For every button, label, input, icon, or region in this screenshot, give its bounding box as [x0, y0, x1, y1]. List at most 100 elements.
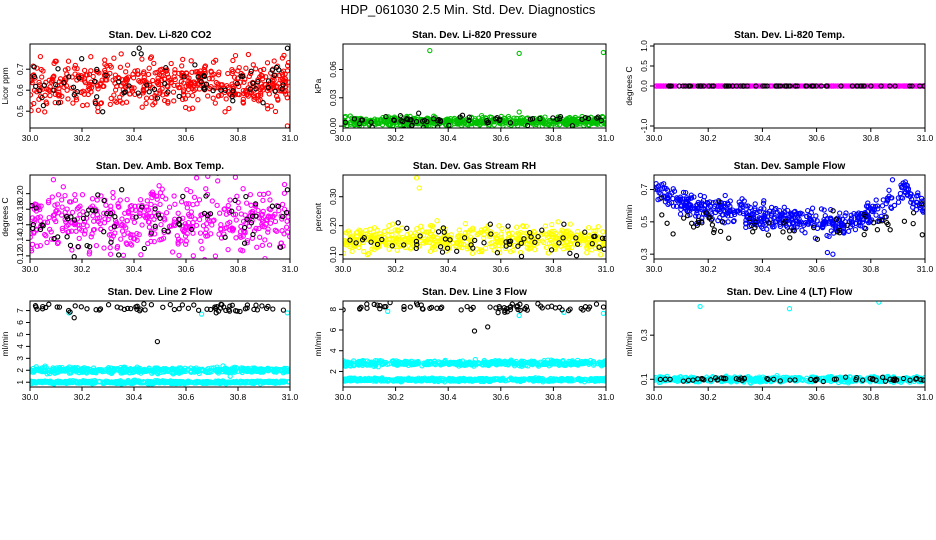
data-point: [265, 213, 272, 219]
data-point: [700, 197, 707, 204]
data-point: [807, 217, 814, 223]
data-point: [427, 248, 434, 255]
data-point: [764, 210, 771, 216]
data-point: [466, 114, 472, 120]
x-tick-label: 31.0: [598, 133, 615, 143]
data-point: [720, 212, 726, 218]
data-point: [176, 306, 182, 312]
data-point: [412, 361, 418, 367]
data-point: [386, 236, 392, 243]
data-point: [107, 101, 113, 108]
data-point: [445, 116, 451, 122]
data-point: [70, 84, 77, 90]
data-point: [457, 361, 463, 367]
data-point: [229, 302, 235, 308]
data-point: [746, 215, 753, 222]
data-point: [161, 97, 168, 104]
data-point: [281, 190, 288, 196]
data-point: [241, 240, 248, 246]
data-point: [117, 197, 123, 203]
data-point: [432, 246, 438, 252]
data-point: [119, 366, 125, 373]
data-point: [401, 242, 407, 248]
data-point: [253, 302, 259, 308]
data-point: [141, 69, 147, 75]
data-point: [435, 229, 442, 235]
data-point: [141, 301, 147, 307]
data-point: [225, 202, 231, 209]
data-point: [250, 231, 256, 238]
data-point: [553, 239, 559, 246]
data-point: [148, 302, 155, 308]
data-point: [230, 98, 236, 104]
data-point: [266, 206, 272, 212]
data-point: [84, 379, 90, 385]
x-tick-label: 30.8: [863, 264, 880, 274]
data-point: [358, 231, 364, 238]
data-point: [116, 79, 122, 85]
data-point: [37, 242, 44, 249]
data-point: [659, 195, 665, 201]
x-tick-label: 30.8: [545, 133, 562, 143]
data-point: [124, 62, 131, 68]
data-point: [725, 201, 731, 208]
y-tick-label: 4: [15, 344, 25, 349]
data-point: [76, 75, 82, 81]
data-point: [913, 193, 920, 199]
data-point: [187, 188, 194, 195]
data-point: [30, 248, 35, 254]
data-point: [461, 235, 468, 241]
data-point: [50, 212, 57, 219]
data-point: [163, 210, 170, 216]
data-point: [52, 99, 58, 106]
data-point: [255, 368, 261, 374]
data-point: [389, 221, 396, 227]
data-point: [71, 92, 77, 98]
data-point: [249, 213, 256, 219]
data-point: [245, 379, 252, 386]
data-point: [190, 201, 196, 208]
data-point: [124, 75, 130, 81]
data-point: [34, 243, 40, 249]
x-tick-label: 30.4: [126, 264, 143, 274]
data-point: [811, 224, 817, 231]
data-point: [730, 207, 736, 213]
data-point: [858, 211, 864, 217]
x-tick-label: 30.8: [863, 133, 880, 143]
data-point: [123, 240, 129, 246]
data-point: [47, 378, 53, 384]
data-point: [220, 366, 227, 373]
data-point: [791, 225, 797, 231]
data-point: [70, 100, 76, 106]
data-point: [598, 117, 605, 124]
data-point: [372, 116, 378, 122]
data-point: [247, 81, 253, 87]
y-tick-label: 0.18: [15, 201, 25, 218]
data-point: [231, 74, 238, 80]
data-point: [243, 193, 249, 200]
data-point: [80, 221, 87, 228]
data-point: [265, 106, 271, 112]
data-point: [73, 97, 80, 103]
data-point: [108, 95, 114, 102]
data-point: [535, 233, 541, 240]
data-point: [437, 244, 444, 250]
data-point: [123, 69, 129, 75]
data-point: [89, 196, 96, 202]
data-point: [460, 241, 467, 248]
data-point: [135, 71, 141, 77]
data-point: [824, 249, 831, 256]
data-point: [506, 238, 512, 245]
data-point: [520, 223, 527, 230]
data-point: [560, 233, 567, 239]
data-point: [252, 201, 259, 207]
data-point: [261, 191, 267, 198]
data-point: [218, 92, 224, 98]
data-point: [481, 240, 487, 246]
y-axis-label: degrees C: [624, 66, 634, 105]
data-point: [137, 197, 144, 203]
data-point: [72, 192, 78, 198]
data-point: [455, 119, 462, 125]
